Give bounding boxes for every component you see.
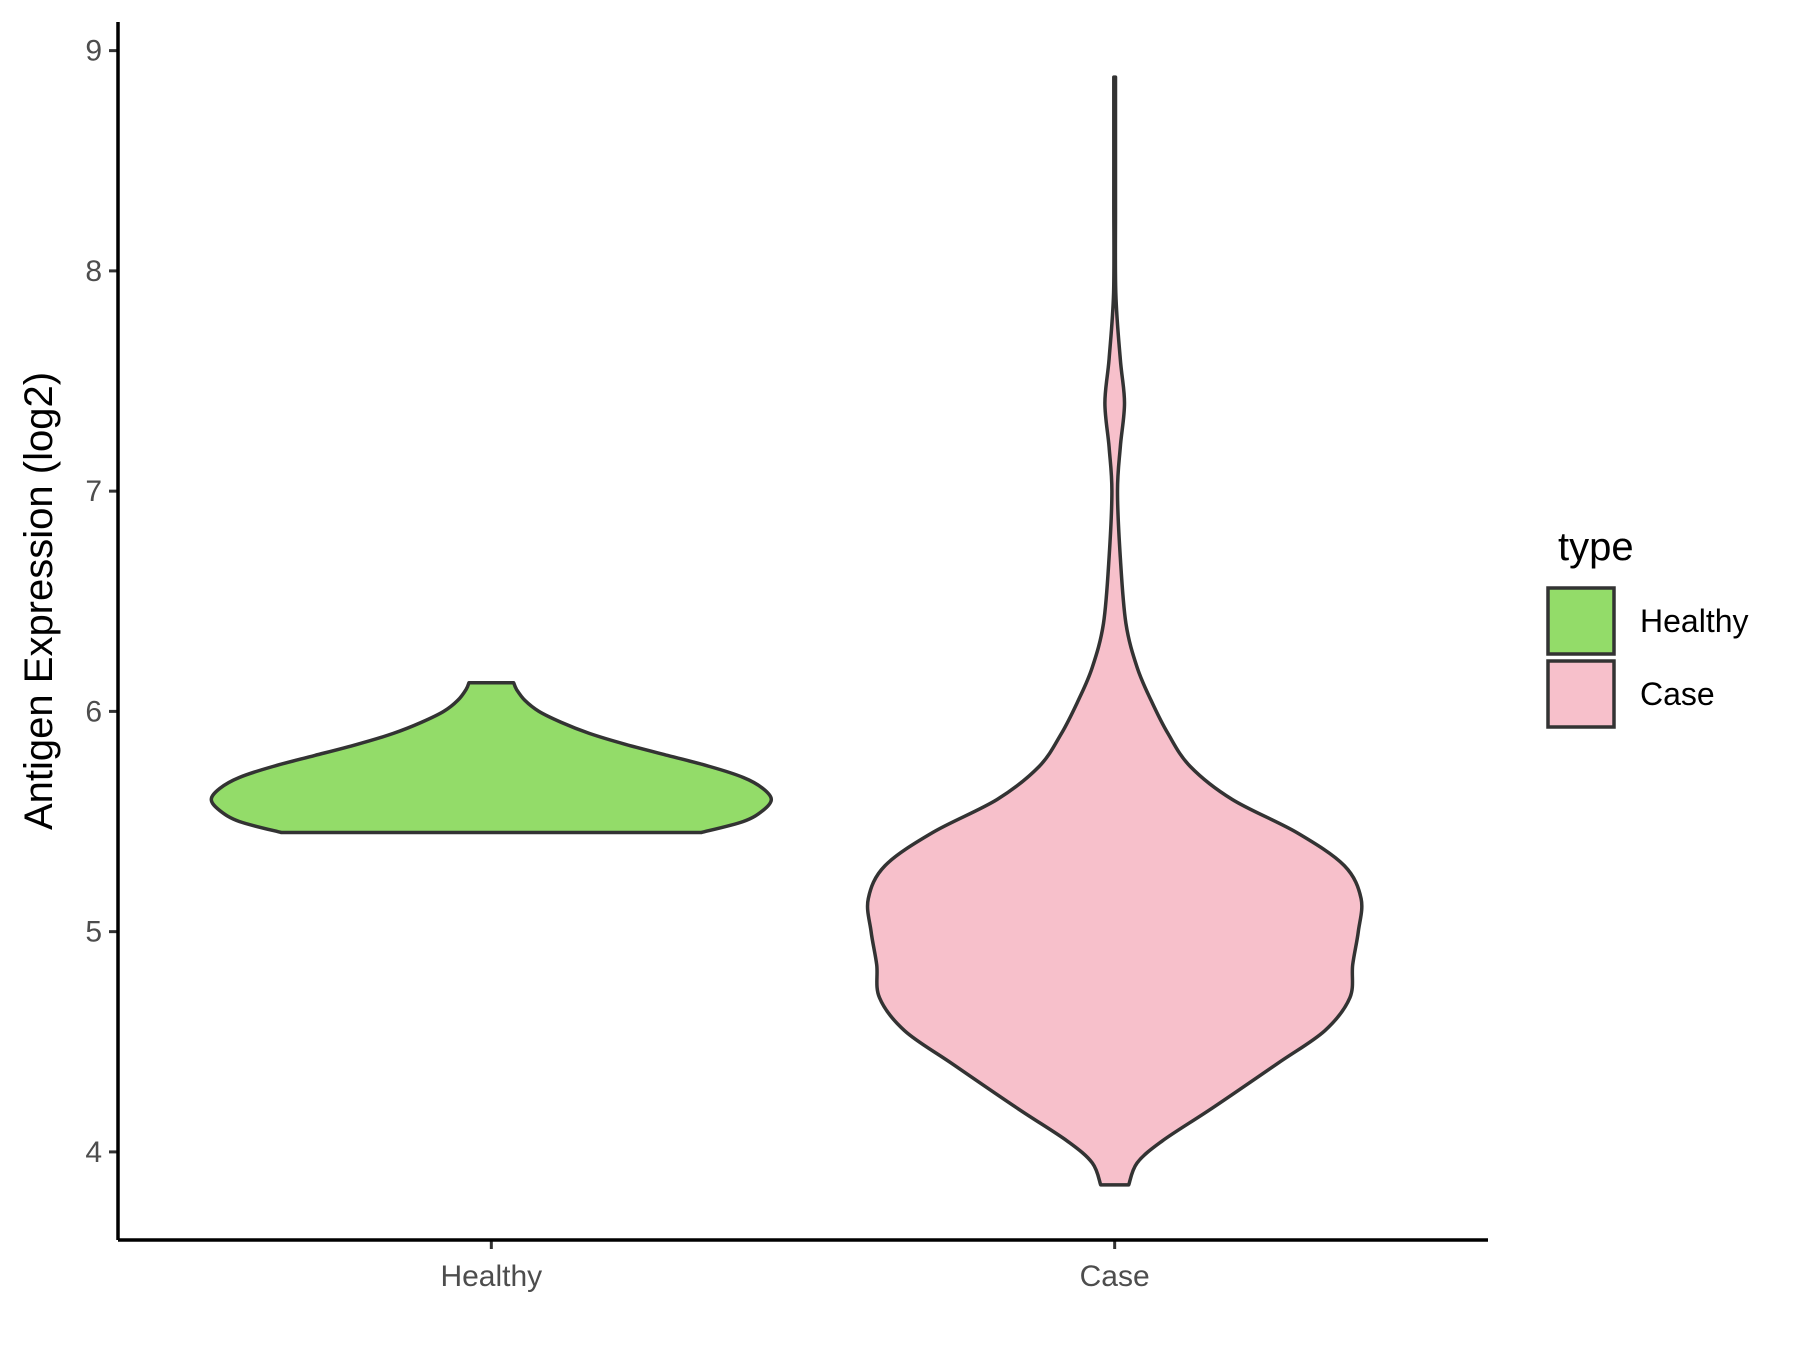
legend-entries: Healthy Case xyxy=(1546,586,1749,729)
y-tick-label-5: 5 xyxy=(85,916,102,949)
y-tick-label-6: 6 xyxy=(85,695,102,728)
x-tick-label-healthy: Healthy xyxy=(440,1260,542,1293)
legend-key-case xyxy=(1546,659,1616,729)
y-tick-label-7: 7 xyxy=(85,475,102,508)
legend: type Healthy Case xyxy=(1546,525,1749,729)
y-axis-title: Antigen Expression (log2) xyxy=(17,372,61,830)
y-tick-label-8: 8 xyxy=(85,255,102,288)
y-tick-label-4: 4 xyxy=(85,1136,102,1169)
legend-key-healthy xyxy=(1546,586,1616,656)
violin-layer xyxy=(209,75,1364,1187)
violin-healthy xyxy=(209,681,774,835)
y-tick-label-9: 9 xyxy=(85,35,102,68)
violin-case xyxy=(865,75,1364,1187)
legend-label-case: Case xyxy=(1640,676,1715,712)
legend-title: type xyxy=(1558,525,1634,569)
legend-label-healthy: Healthy xyxy=(1640,603,1749,639)
x-axis-ticks: Healthy Case xyxy=(440,1240,1150,1293)
y-axis-ticks: 4 5 6 7 8 9 xyxy=(85,35,118,1169)
x-tick-label-case: Case xyxy=(1080,1260,1150,1293)
